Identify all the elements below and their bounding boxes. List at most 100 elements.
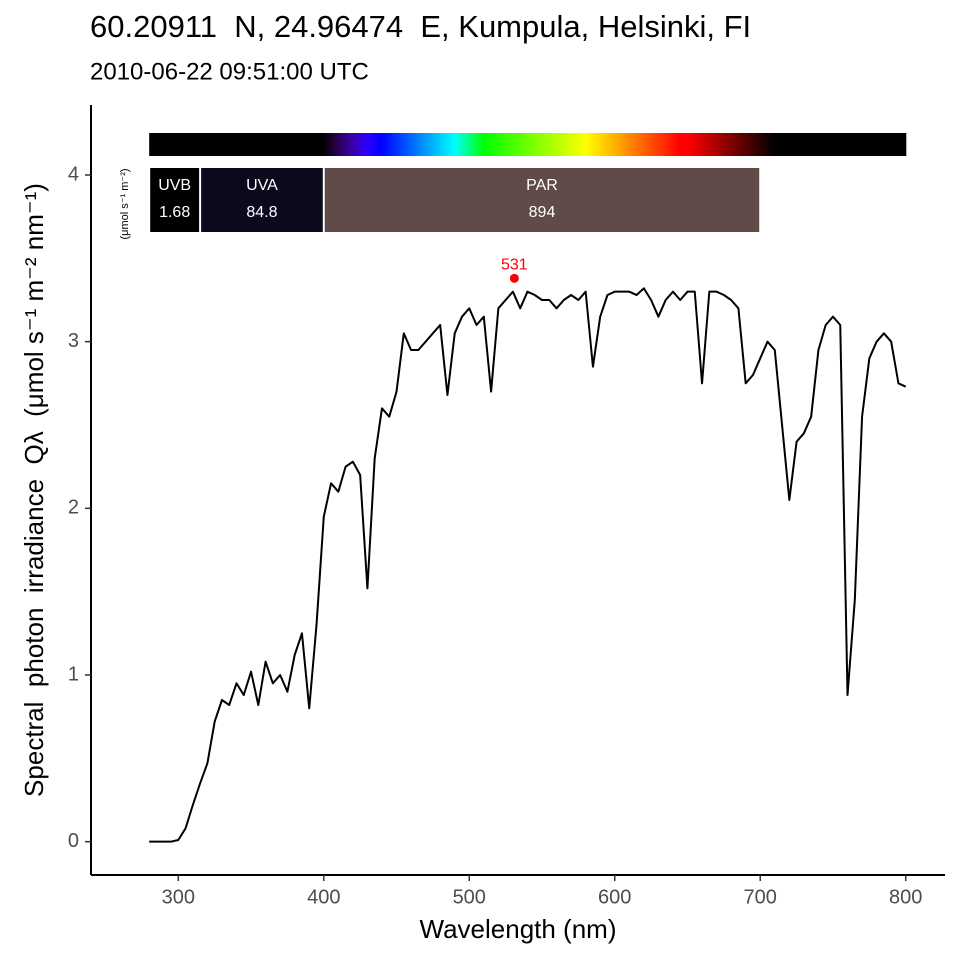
color-bar bbox=[475, 133, 479, 156]
color-bar bbox=[760, 133, 764, 156]
color-bar bbox=[387, 133, 392, 156]
y-axis-label: Spectral photon irradiance Qλ (μmol s⁻¹ … bbox=[19, 183, 49, 797]
color-bar bbox=[370, 133, 374, 156]
color-bar bbox=[763, 133, 767, 156]
color-bar bbox=[448, 133, 453, 156]
color-bar bbox=[853, 133, 857, 156]
color-bar bbox=[445, 133, 450, 156]
color-bar bbox=[678, 133, 683, 156]
color-bar bbox=[731, 133, 735, 156]
band-name: PAR bbox=[526, 177, 558, 194]
color-bar bbox=[873, 133, 878, 156]
color-bar bbox=[216, 133, 220, 156]
color-bar bbox=[608, 133, 613, 156]
color-bar bbox=[408, 133, 412, 156]
color-bar bbox=[713, 133, 718, 156]
color-bar bbox=[477, 133, 482, 156]
color-bar bbox=[338, 133, 342, 156]
color-bar bbox=[539, 133, 543, 156]
color-bar bbox=[440, 133, 444, 156]
color-bar bbox=[201, 133, 206, 156]
color-bar bbox=[649, 133, 654, 156]
color-bar bbox=[771, 133, 776, 156]
x-axis-label: Wavelength (nm) bbox=[420, 914, 617, 944]
color-bar bbox=[512, 133, 517, 156]
color-bar bbox=[492, 133, 497, 156]
color-bar bbox=[693, 133, 697, 156]
color-bar bbox=[460, 133, 465, 156]
color-bar bbox=[670, 133, 674, 156]
color-bar bbox=[597, 133, 601, 156]
color-bar bbox=[876, 133, 881, 156]
color-bar bbox=[253, 133, 258, 156]
color-bar bbox=[623, 133, 627, 156]
color-bar bbox=[786, 133, 790, 156]
color-bar bbox=[894, 133, 898, 156]
color-bar bbox=[207, 133, 211, 156]
color-bar bbox=[361, 133, 366, 156]
color-bar bbox=[172, 133, 176, 156]
color-bar bbox=[347, 133, 351, 156]
color-bar bbox=[809, 133, 814, 156]
color-bar bbox=[707, 133, 712, 156]
color-bar bbox=[728, 133, 732, 156]
color-bar bbox=[672, 133, 677, 156]
color-bar bbox=[885, 133, 889, 156]
peak-point bbox=[509, 273, 519, 283]
band-box bbox=[201, 168, 323, 232]
color-bar bbox=[443, 133, 447, 156]
color-bar bbox=[504, 133, 508, 156]
color-bar bbox=[367, 133, 371, 156]
color-bar bbox=[521, 133, 526, 156]
color-bar bbox=[157, 133, 162, 156]
color-bar bbox=[300, 133, 305, 156]
color-bar bbox=[867, 133, 872, 156]
color-bar bbox=[402, 133, 406, 156]
color-bar bbox=[879, 133, 884, 156]
color-bar bbox=[646, 133, 651, 156]
color-bar bbox=[332, 133, 337, 156]
color-bar bbox=[667, 133, 671, 156]
color-bar bbox=[795, 133, 799, 156]
chart-subtitle: 2010-06-22 09:51:00 UTC bbox=[90, 58, 369, 85]
color-bar bbox=[530, 133, 534, 156]
color-bar bbox=[568, 133, 572, 156]
color-bar bbox=[294, 133, 299, 156]
color-bar bbox=[309, 133, 313, 156]
color-bar bbox=[283, 133, 287, 156]
color-bar bbox=[315, 133, 319, 156]
color-bar bbox=[675, 133, 680, 156]
color-bar bbox=[495, 133, 499, 156]
color-bar bbox=[469, 133, 473, 156]
color-bar bbox=[710, 133, 715, 156]
color-bar bbox=[163, 133, 168, 156]
color-bar bbox=[256, 133, 261, 156]
color-bar bbox=[841, 133, 846, 156]
color-bar bbox=[428, 133, 433, 156]
color-bar bbox=[664, 133, 668, 156]
color-bar bbox=[381, 133, 386, 156]
color-bar bbox=[178, 133, 182, 156]
band-name: UVB bbox=[158, 177, 191, 194]
color-bar bbox=[864, 133, 869, 156]
color-bar bbox=[655, 133, 659, 156]
color-bar bbox=[239, 133, 243, 156]
color-bar bbox=[582, 133, 587, 156]
color-bar bbox=[251, 133, 255, 156]
color-bar bbox=[766, 133, 770, 156]
color-bar bbox=[803, 133, 808, 156]
color-bar bbox=[262, 133, 267, 156]
color-bar bbox=[533, 133, 537, 156]
color-bar bbox=[632, 133, 636, 156]
color-bar bbox=[754, 133, 758, 156]
color-bar bbox=[419, 133, 424, 156]
color-bar bbox=[614, 133, 619, 156]
color-bar bbox=[271, 133, 275, 156]
color-bar bbox=[285, 133, 290, 156]
band-value: 894 bbox=[529, 204, 556, 221]
color-bar bbox=[687, 133, 692, 156]
x-tick-label: 400 bbox=[307, 886, 340, 908]
color-bar bbox=[798, 133, 802, 156]
color-bar bbox=[891, 133, 895, 156]
